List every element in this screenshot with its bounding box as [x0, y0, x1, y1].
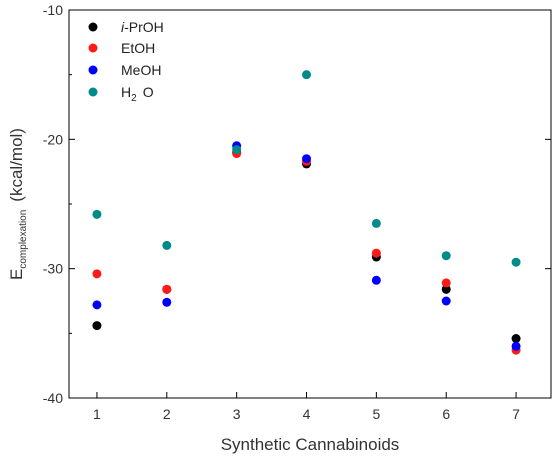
legend-label-iproh-prefix: i: [121, 19, 125, 35]
y-tick-label: -30: [43, 261, 63, 277]
svg-text:H2O: H2 O: [121, 84, 154, 104]
x-axis-title: Synthetic Cannabinoids: [221, 435, 400, 454]
svg-text:i-PrOH: i-PrOH: [121, 19, 164, 35]
x-tick-label: 2: [163, 406, 171, 422]
legend-label-iproh-rest: -PrOH: [124, 19, 164, 35]
point-h2o-5: [371, 218, 381, 228]
legend-marker-h2o: [88, 87, 98, 97]
y-tick-label: -10: [43, 2, 63, 18]
point-meoh-4: [302, 154, 312, 164]
point-meoh-7: [511, 341, 521, 351]
legend-marker-etoh: [88, 43, 98, 53]
legend-item-meoh: MeOH: [88, 62, 161, 78]
point-etoh-2: [162, 284, 172, 294]
y-axis-title: Ecomplexation (kcal/mol): [7, 128, 29, 280]
point-meoh-2: [162, 297, 172, 307]
x-tick-label: 1: [93, 406, 101, 422]
point-h2o-2: [162, 240, 172, 250]
svg-text:Ecomplexation(kcal/mol): Ecomplexation (kcal/mol): [7, 128, 29, 280]
point-etoh-1: [92, 269, 102, 279]
legend-label-meoh: MeOH: [121, 62, 161, 78]
point-etoh-6: [441, 278, 451, 288]
point-h2o-1: [92, 209, 102, 219]
y-axis-title-unit: (kcal/mol): [7, 128, 26, 202]
point-h2o-7: [511, 257, 521, 267]
x-axis-ticks: 1 2 3 4 5 6 7: [93, 392, 520, 422]
x-tick-label: 4: [303, 406, 311, 422]
x-tick-label: 6: [442, 406, 450, 422]
point-h2o-6: [441, 251, 451, 261]
legend-item-iproh: i-PrOH: [88, 19, 164, 35]
legend-item-h2o: H2 O: [88, 84, 154, 104]
y-tick-label: -40: [43, 390, 63, 406]
point-h2o-4: [302, 70, 312, 80]
legend-label-h2o-main: H: [121, 84, 131, 100]
legend-label-etoh: EtOH: [121, 40, 155, 56]
legend-item-etoh: EtOH: [88, 40, 155, 56]
data-points: [92, 70, 521, 355]
point-meoh-6: [441, 296, 451, 306]
point-iproh-6: [441, 284, 451, 294]
y-axis-ticks: -40 -30 -20 -10: [43, 2, 551, 406]
legend-marker-iproh: [88, 22, 98, 32]
point-h2o-3: [232, 145, 242, 155]
y-tick-label: -20: [43, 131, 63, 147]
legend-label-h2o-sub: 2: [131, 93, 137, 104]
y-axis-title-subscript: complexation: [18, 210, 29, 269]
point-meoh-5: [371, 275, 381, 285]
point-iproh-7: [511, 334, 521, 344]
x-tick-label: 5: [372, 406, 380, 422]
y-axis-title-main: E: [7, 269, 26, 280]
legend-marker-meoh: [88, 65, 98, 75]
point-iproh-1: [92, 321, 102, 331]
x-tick-label: 3: [233, 406, 241, 422]
point-etoh-5: [371, 248, 381, 258]
legend-label-h2o-tail: O: [143, 84, 154, 100]
x-tick-label: 7: [512, 406, 520, 422]
legend: i-PrOH EtOH MeOH H2 O: [88, 19, 164, 104]
point-meoh-1: [92, 300, 102, 310]
